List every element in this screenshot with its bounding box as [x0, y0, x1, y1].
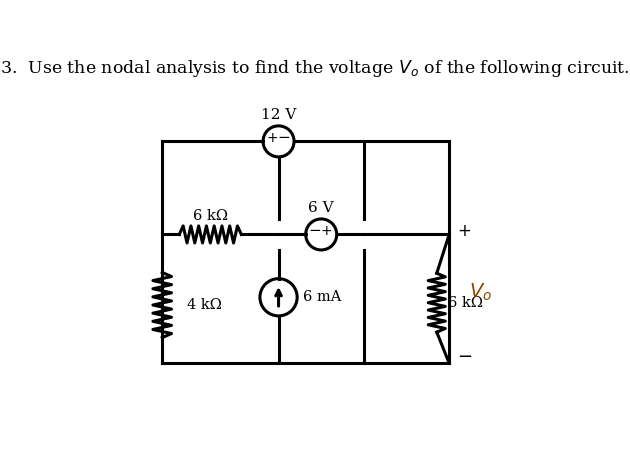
Text: 6 kΩ: 6 kΩ: [193, 209, 228, 223]
Text: 6 V: 6 V: [309, 201, 334, 215]
Text: 6 mA: 6 mA: [304, 290, 341, 304]
Text: 4 kΩ: 4 kΩ: [187, 298, 222, 312]
Text: 3.  Use the nodal analysis to find the voltage $V_o$ of the following circuit.: 3. Use the nodal analysis to find the vo…: [0, 59, 630, 79]
Text: +: +: [321, 224, 333, 237]
Text: 12 V: 12 V: [261, 108, 296, 122]
Text: 6 kΩ: 6 kΩ: [448, 295, 483, 310]
Text: $V_o$: $V_o$: [469, 282, 493, 303]
Text: +: +: [457, 222, 471, 240]
Text: +: +: [266, 130, 278, 144]
Text: −: −: [457, 348, 472, 366]
Text: −: −: [278, 130, 290, 145]
Text: −: −: [309, 223, 321, 238]
